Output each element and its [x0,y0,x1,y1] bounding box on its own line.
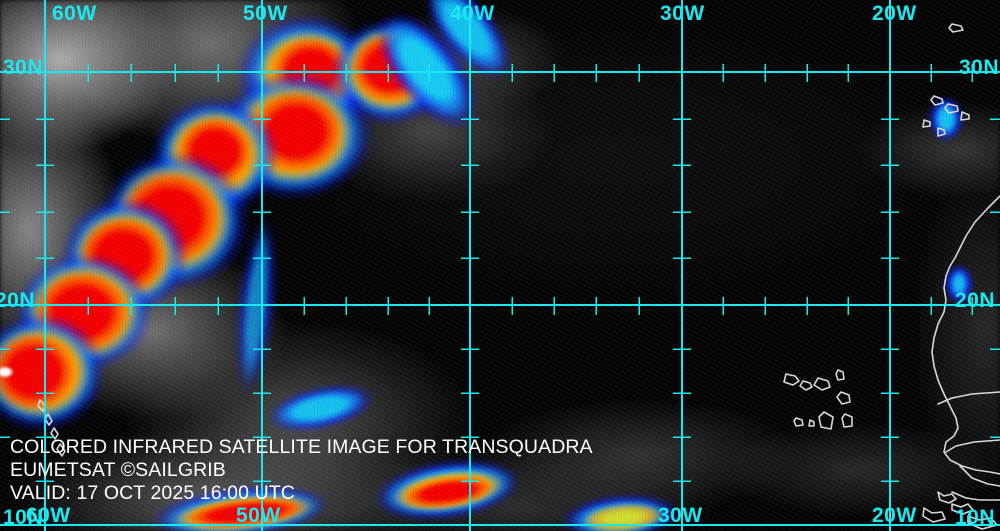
island-outline [951,503,974,515]
island-outline [56,443,66,457]
lon-label-50w-bottom: 50W [236,504,281,527]
lon-label-60w-bottom: 60W [26,504,71,527]
lon-label-40w-top: 40W [450,2,495,25]
island-outline [948,23,964,33]
coldest-top-marker [0,366,14,378]
island-outline [50,427,59,440]
caption-valid-time: VALID: 17 OCT 2025 16:00 UTC [10,482,295,504]
island-outline [813,377,831,391]
island-outline [937,491,957,504]
west-africa-coastline [931,195,1000,475]
island-outline [835,369,845,381]
border-line [959,465,1000,487]
island-outline [930,95,944,106]
border-line [945,439,1000,453]
island-outline [841,413,853,428]
lon-label-20w-top: 20W [872,2,917,25]
lat-label-30n-right: 30N [959,56,1000,79]
lat-label-20n-left: 20N [0,289,36,312]
lat-label-10n-left: 10N [3,506,44,529]
graticule-ticks [0,64,1000,482]
lat-label-30n-left: 30N [3,56,44,79]
lon-label-30w-top: 30W [660,2,705,25]
caption-title: COLORED INFRARED SATELLITE IMAGE FOR TRA… [10,436,593,458]
lon-label-50w-top: 50W [243,2,288,25]
border-line [937,391,1000,405]
caption-block: COLORED INFRARED SATELLITE IMAGE FOR TRA… [10,436,593,505]
island-outline [836,391,851,405]
lat-label-20n-right: 20N [955,289,996,312]
island-outline [922,507,946,523]
island-outline [808,419,815,427]
island-outline [783,373,800,386]
lon-label-30w-bottom: 30W [658,504,703,527]
island-outline [937,127,946,137]
island-outline [799,380,813,391]
island-outline [44,413,53,426]
cloud-cell-cyan [950,270,968,298]
lat-label-10n-right: 10N [955,506,996,529]
caption-source: EUMETSAT ©SAILGRIB [10,459,226,481]
island-outline [960,111,970,121]
lon-label-60w-top: 60W [52,2,97,25]
island-outline [922,119,931,128]
island-outline [818,411,834,430]
island-outline [944,103,959,114]
lon-label-20w-bottom: 20W [872,504,917,527]
island-outline [793,417,804,427]
island-outline [37,399,46,412]
border-line [951,491,1000,501]
